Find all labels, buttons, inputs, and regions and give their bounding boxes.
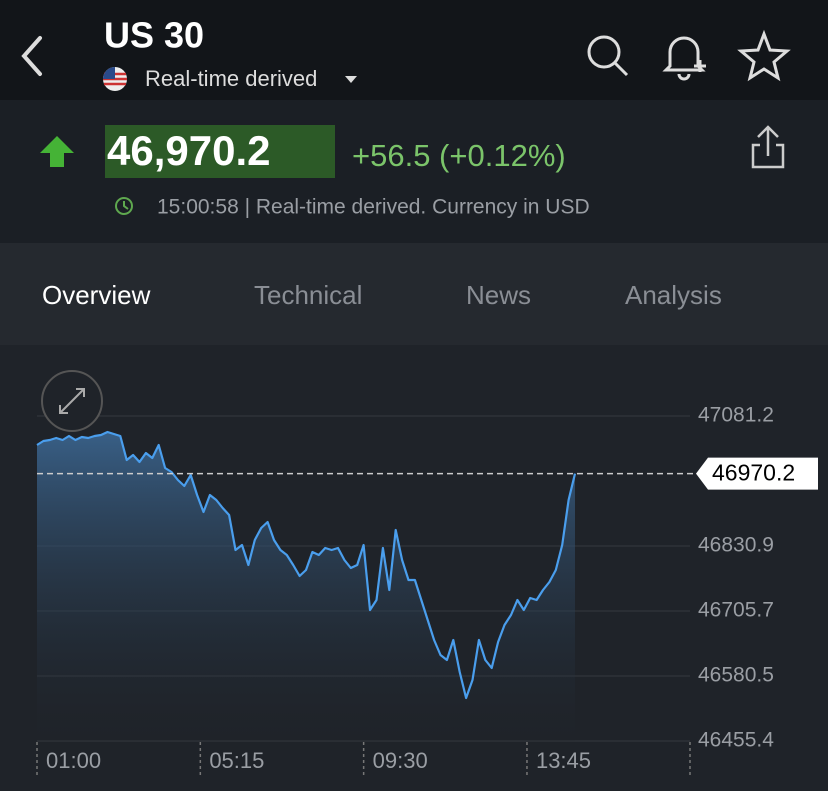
tab[interactable]: Technical: [254, 280, 362, 310]
flag-icon: [103, 67, 127, 91]
change: +56.5 (+0.12%): [352, 138, 566, 173]
tab[interactable]: Analysis: [625, 280, 722, 310]
dropdown-arrow[interactable]: [345, 76, 357, 83]
chart: 47081.2 46830.9 46705.7 46580.5 46455.4 01:00…: [36, 404, 818, 776]
y-tick-label: 46830.9: [698, 534, 774, 557]
header-bg: [0, 0, 828, 100]
last-value-tag: [696, 457, 818, 490]
x-tick-label: 13:45: [536, 748, 591, 773]
price-highlight: [105, 125, 335, 178]
expand-button[interactable]: [41, 370, 103, 432]
y-tick-label: 47081.2: [698, 404, 774, 427]
y-tick-label: 46705.7: [698, 599, 774, 622]
tab[interactable]: News: [466, 280, 531, 310]
timestamp: 15:00:58 | Real-time derived. Currency i…: [157, 196, 590, 219]
area-fill: [37, 432, 575, 741]
x-tick-label: 01:00: [46, 748, 101, 773]
x-tick-label: 05:15: [209, 748, 264, 773]
search-icon[interactable]: [587, 35, 629, 77]
subtitle[interactable]: Real-time derived: [145, 66, 317, 91]
tab[interactable]: Overview: [42, 280, 151, 310]
star-icon[interactable]: [737, 29, 791, 82]
price-line: [36, 430, 577, 700]
y-tick-label: 46455.4: [698, 729, 774, 752]
back-button[interactable]: [21, 36, 42, 76]
tabs-bg: [0, 243, 828, 345]
price: 46,970.2: [107, 127, 271, 174]
clock-icon: [115, 197, 133, 215]
last-value-label: 46970.2: [712, 460, 795, 486]
x-tick-label: 09:30: [373, 748, 428, 773]
up-arrow: [40, 136, 74, 167]
y-tick-label: 46580.5: [698, 664, 774, 687]
alert-icon[interactable]: [662, 36, 706, 81]
title: US 30: [104, 15, 204, 56]
share-icon[interactable]: [751, 125, 785, 169]
